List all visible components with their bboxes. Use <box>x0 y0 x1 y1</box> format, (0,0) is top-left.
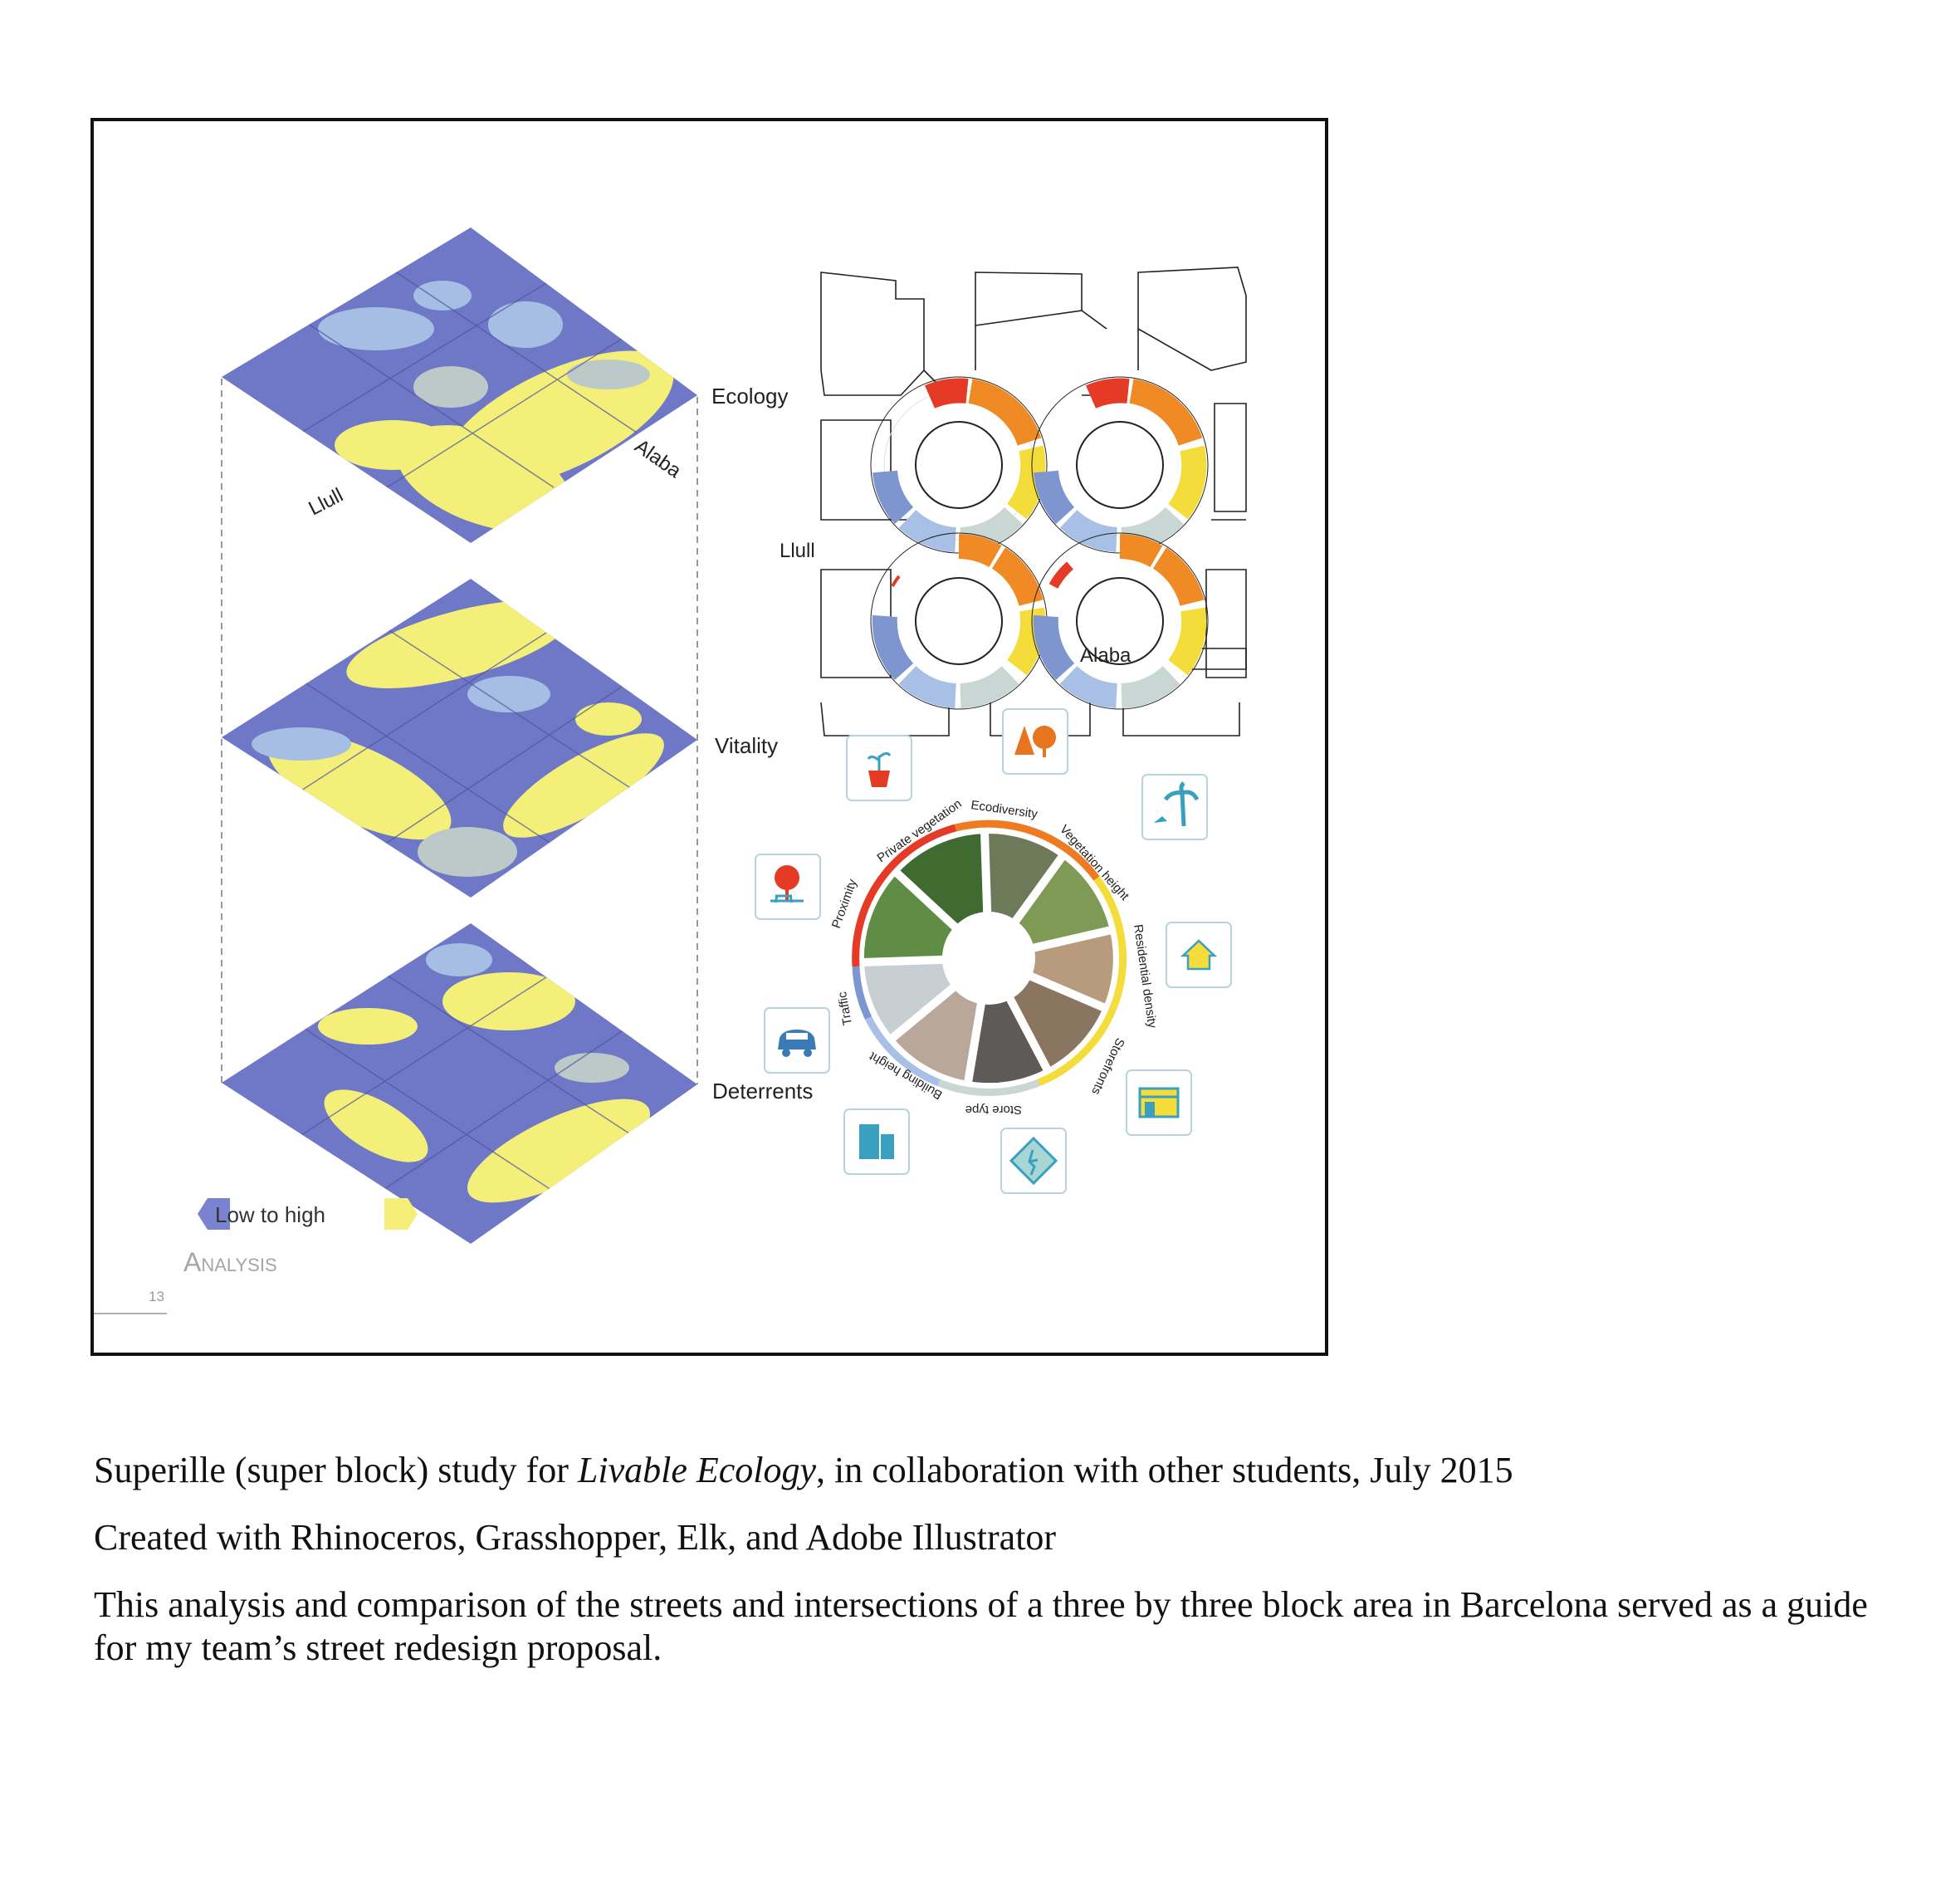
indicator-icons <box>755 708 1232 1194</box>
wheel-label-residential-density: Residential density <box>1131 923 1159 1030</box>
palm-tree-icon <box>1141 774 1208 840</box>
ring-chart-ne <box>1031 376 1209 554</box>
vitality-heatmap: Vitality <box>222 579 778 898</box>
layer-label-deterrents: Deterrents <box>712 1079 813 1103</box>
figure-panel: Ecology Llull Alaba Vitality <box>90 118 1328 1356</box>
deterrents-heatmap: Deterrents <box>222 923 813 1244</box>
plan-label-alaba: Alaba <box>1080 644 1132 667</box>
block-plan: Llull Alaba <box>780 267 1247 736</box>
plan-label-llull: Llull <box>780 540 815 562</box>
caption-title-suffix: , in collaboration with other students, … <box>816 1450 1513 1490</box>
layer-connectors <box>221 379 698 1084</box>
page-number: 13 <box>149 1289 164 1304</box>
pedestrian-sign-icon <box>1000 1128 1067 1194</box>
caption-title-prefix: Superille (super block) study for <box>94 1450 578 1490</box>
caption-description: This analysis and comparison of the stre… <box>94 1584 1868 1668</box>
street-label-alaba: Alaba <box>631 435 686 483</box>
legend-label: Low to high <box>215 1202 325 1227</box>
section-title: Analysis <box>183 1247 277 1277</box>
car-icon <box>764 1007 830 1074</box>
house-icon <box>1166 922 1232 988</box>
wheel-label-traffic: Traffic <box>835 991 855 1027</box>
caption-title: Superille (super block) study for Livabl… <box>94 1449 1513 1492</box>
ecology-heatmap: Ecology Llull Alaba <box>222 228 789 543</box>
street-label-llull: Llull <box>305 484 346 520</box>
potted-plant-icon <box>846 735 912 801</box>
analysis-diagram: Ecology Llull Alaba Vitality <box>94 228 1247 1314</box>
caption-title-italic: Livable Ecology <box>577 1450 817 1490</box>
storefront-icon <box>1126 1069 1192 1136</box>
indicator-wheel: Ecodiversity Vegetation height Residenti… <box>829 796 1160 1117</box>
building-icon <box>843 1108 910 1175</box>
wheel-label-ecodiversity: Ecodiversity <box>970 798 1039 821</box>
wheel-label-proximity: Proximity <box>829 877 860 930</box>
trees-icon <box>1002 708 1068 775</box>
ring-chart-nw <box>870 376 1048 554</box>
ring-chart-se <box>1031 532 1209 710</box>
wheel-label-store-type: Store type <box>965 1103 1022 1117</box>
park-tree-icon <box>755 854 821 920</box>
layer-label-ecology: Ecology <box>711 384 789 409</box>
caption-tools: Created with Rhinoceros, Grasshopper, El… <box>94 1517 1057 1558</box>
ring-chart-sw <box>870 532 1048 710</box>
layer-label-vitality: Vitality <box>715 733 778 758</box>
legend: Low to high <box>198 1198 418 1230</box>
